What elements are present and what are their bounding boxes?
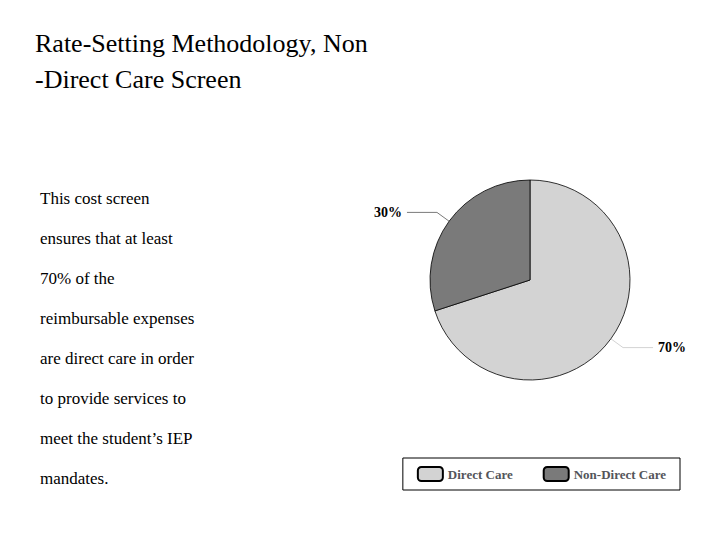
svg-text:Non-Direct Care: Non-Direct Care <box>574 467 667 482</box>
svg-text:to provide services to: to provide services to <box>40 389 186 408</box>
svg-text:This cost screen: This cost screen <box>40 189 150 208</box>
svg-text:30%: 30% <box>374 205 402 220</box>
svg-text:are direct care in order: are direct care in order <box>40 349 194 368</box>
svg-text:meet the student’s IEP: meet the student’s IEP <box>40 429 193 448</box>
svg-text:Direct Care: Direct Care <box>448 467 513 482</box>
svg-text:reimbursable expenses: reimbursable expenses <box>40 309 194 328</box>
svg-text:70% of the: 70% of the <box>40 269 115 288</box>
svg-text:mandates.: mandates. <box>40 469 108 488</box>
svg-text:-Direct Care Screen: -Direct Care Screen <box>35 65 241 94</box>
svg-text:ensures that at least: ensures that at least <box>40 229 173 248</box>
svg-text:Rate-Setting Methodology, Non: Rate-Setting Methodology, Non <box>35 29 368 58</box>
svg-text:70%: 70% <box>658 340 686 355</box>
